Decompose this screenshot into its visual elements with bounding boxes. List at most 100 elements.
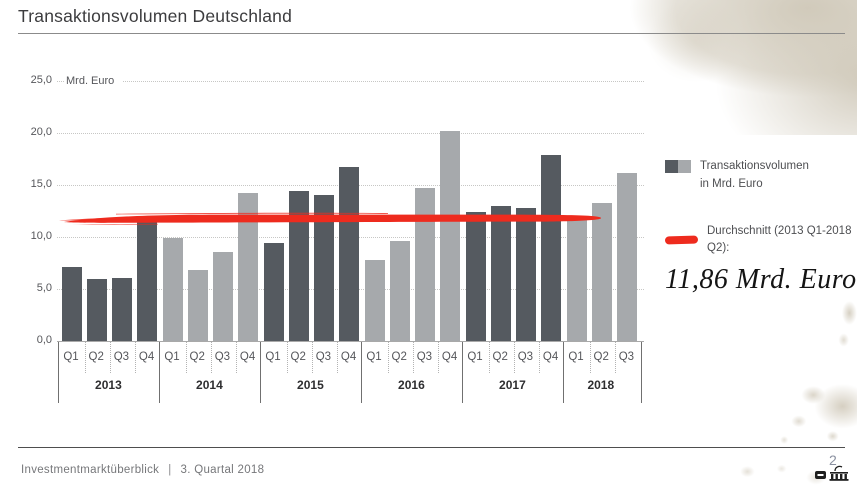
bar-2016-Q1: [364, 259, 385, 341]
quarter-label-2014-Q3: Q3: [214, 351, 231, 363]
legend-series-item: Transaktionsvolumen in Mrd. Euro: [665, 158, 853, 194]
quarter-label-2018-Q2: Q2: [593, 351, 609, 363]
quarter-divider: [135, 342, 137, 373]
bar-2013-Q4: [137, 221, 158, 341]
page-title: Transaktionsvolumen Deutschland: [18, 6, 293, 26]
footer-divider: [18, 447, 845, 448]
bar-2016-Q4: [440, 130, 461, 341]
quarter-divider: [311, 342, 313, 373]
bar-2018-Q3: [616, 172, 637, 341]
light-bar-swatch: [678, 160, 691, 173]
bar-2013-Q3: [111, 277, 132, 341]
bar-2014-Q3: [212, 251, 233, 341]
series-label-line2: in Mrd. Euro: [700, 177, 763, 190]
quarter-label-2016-Q2: Q2: [391, 351, 407, 363]
year-divider: [159, 342, 160, 403]
quarter-divider: [185, 342, 187, 373]
quarter-divider: [387, 342, 389, 373]
quarter-label-2018-Q3: Q3: [618, 351, 635, 363]
quarter-label-2013-Q3: Q3: [113, 351, 130, 363]
quarter-label-2016-Q1: Q1: [366, 351, 382, 363]
bar-2014-Q4: [238, 193, 259, 341]
skyline-logo-icon: [815, 465, 849, 481]
legend-average-item: Durchschnitt (2013 Q1-2018 Q2):: [664, 223, 853, 259]
quarter-label-2016-Q4: Q4: [441, 351, 458, 363]
average-value-text: 11,86 Mrd. Euro: [665, 264, 857, 296]
chart-legend: Transaktionsvolumen in Mrd. Euro Durchsc…: [664, 158, 857, 296]
year-label-2014: 2014: [196, 378, 223, 392]
quarter-label-2014-Q2: Q2: [189, 351, 205, 363]
gridline-20,0: [57, 133, 644, 134]
quarter-label-2013-Q2: Q2: [88, 351, 104, 363]
bar-2018-Q1: [566, 220, 587, 341]
bar-2018-Q2: [591, 202, 612, 341]
series-label: Transaktionsvolumen in Mrd. Euro: [700, 158, 809, 194]
average-line: [59, 212, 602, 225]
quarter-divider: [236, 342, 238, 373]
quarter-label-2015-Q1: Q1: [265, 351, 281, 363]
quarter-label-2016-Q3: Q3: [416, 351, 433, 363]
quarter-divider: [337, 342, 339, 373]
quarter-divider: [210, 342, 212, 373]
year-divider: [58, 342, 59, 403]
footer-document-title: Investmentmarktüberblick: [21, 464, 160, 476]
quarter-label-2013-Q1: Q1: [63, 351, 79, 363]
year-divider: [563, 342, 564, 403]
quarter-label-2015-Q3: Q3: [315, 351, 332, 363]
y-tick-15,0: 15,0: [30, 178, 52, 190]
bar-2016-Q3: [414, 188, 435, 341]
year-divider: [361, 342, 362, 403]
bar-2015-Q1: [263, 243, 284, 341]
quarter-label-2014-Q1: Q1: [164, 351, 180, 363]
x-axis-baseline: [57, 341, 644, 342]
bar-2013-Q2: [86, 278, 107, 341]
year-label-2015: 2015: [297, 378, 324, 392]
bar-series-swatch-icon: [665, 160, 691, 173]
year-divider: [462, 342, 463, 403]
y-axis-unit-label: Mrd. Euro: [64, 74, 124, 88]
red-marker-swatch-icon: [664, 236, 699, 245]
footer-separator: |: [168, 464, 172, 476]
quarter-label-2018-Q1: Q1: [568, 351, 584, 363]
quarter-divider: [84, 342, 86, 373]
bar-2015-Q4: [339, 167, 360, 341]
quarter-label-2017-Q3: Q3: [517, 351, 534, 363]
bar-2013-Q1: [61, 267, 82, 341]
y-tick-20,0: 20,0: [30, 126, 52, 138]
year-label-2013: 2013: [95, 378, 122, 392]
quarter-label-2017-Q1: Q1: [467, 351, 483, 363]
quarter-divider: [539, 342, 541, 373]
bar-2014-Q1: [162, 238, 183, 341]
y-tick-0,0: 0,0: [36, 334, 52, 346]
quarter-divider: [286, 342, 288, 373]
quarter-divider: [614, 342, 616, 373]
bar-2015-Q3: [313, 195, 334, 341]
footer-quarter: 3. Quartal 2018: [180, 464, 265, 476]
quarter-label-2017-Q2: Q2: [492, 351, 508, 363]
dark-bar-swatch: [665, 160, 678, 173]
year-label-2016: 2016: [398, 378, 425, 392]
year-label-2018: 2018: [587, 378, 615, 392]
bar-2014-Q2: [187, 270, 208, 341]
bar-2017-Q3: [515, 207, 536, 341]
year-divider: [260, 342, 261, 403]
footer-text: Investmentmarktüberblick | 3. Quartal 2018: [21, 464, 264, 476]
quarter-divider: [488, 342, 490, 373]
quarter-divider: [438, 342, 440, 373]
quarter-divider: [589, 342, 591, 373]
bar-2017-Q1: [465, 212, 486, 341]
bar-2017-Q2: [490, 205, 511, 341]
quarter-divider: [513, 342, 515, 373]
y-tick-5,0: 5,0: [36, 282, 52, 294]
quarter-label-2015-Q2: Q2: [290, 351, 306, 363]
year-divider-end: [640, 342, 642, 403]
gridline-25,0: [57, 81, 644, 82]
quarter-label-2015-Q4: Q4: [340, 351, 357, 363]
bar-2017-Q4: [541, 154, 562, 341]
quarter-label-2013-Q4: Q4: [138, 351, 155, 363]
y-tick-10,0: 10,0: [30, 230, 52, 242]
y-tick-25,0: 25,0: [30, 74, 52, 86]
average-label: Durchschnitt (2013 Q1-2018 Q2):: [707, 224, 852, 255]
